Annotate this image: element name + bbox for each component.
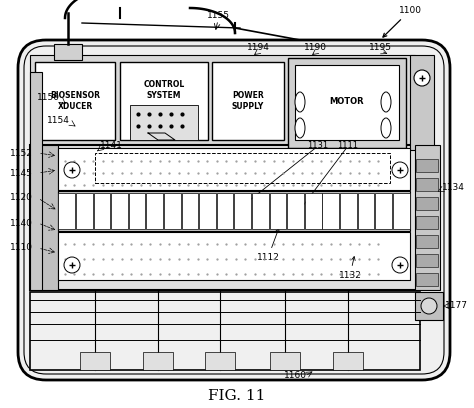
Text: 1195: 1195 bbox=[368, 43, 392, 52]
FancyBboxPatch shape bbox=[18, 40, 450, 380]
Bar bbox=[111, 193, 128, 229]
Bar bbox=[235, 193, 251, 229]
Bar bbox=[120, 62, 208, 140]
Bar bbox=[58, 191, 410, 231]
Text: 1134: 1134 bbox=[442, 183, 465, 192]
Bar bbox=[358, 193, 374, 229]
Bar bbox=[199, 193, 216, 229]
Bar bbox=[205, 352, 235, 370]
Text: 1110: 1110 bbox=[10, 244, 33, 253]
Text: 1132: 1132 bbox=[338, 257, 362, 280]
Text: FIG. 11: FIG. 11 bbox=[208, 389, 266, 403]
Ellipse shape bbox=[295, 92, 305, 112]
Bar bbox=[416, 197, 438, 210]
Bar bbox=[252, 193, 269, 229]
Bar bbox=[287, 193, 304, 229]
Bar bbox=[143, 352, 173, 370]
Bar bbox=[270, 193, 286, 229]
Bar bbox=[295, 65, 399, 140]
Bar bbox=[322, 193, 339, 229]
Bar bbox=[415, 145, 440, 290]
Circle shape bbox=[421, 298, 437, 314]
Text: 1190: 1190 bbox=[303, 43, 327, 52]
Bar bbox=[375, 193, 392, 229]
Bar bbox=[416, 216, 438, 229]
Bar bbox=[340, 193, 357, 229]
Bar bbox=[30, 72, 42, 290]
Bar bbox=[76, 193, 93, 229]
Bar bbox=[416, 178, 438, 191]
Ellipse shape bbox=[381, 92, 391, 112]
Text: 1155: 1155 bbox=[207, 11, 229, 20]
Bar bbox=[130, 105, 198, 140]
Text: 1194: 1194 bbox=[246, 43, 269, 52]
Text: 1154: 1154 bbox=[47, 116, 70, 125]
Bar bbox=[95, 153, 390, 183]
Bar bbox=[58, 148, 410, 190]
Circle shape bbox=[414, 70, 430, 86]
Bar bbox=[415, 292, 443, 320]
Text: 1152: 1152 bbox=[10, 149, 33, 157]
Bar bbox=[80, 352, 110, 370]
Bar bbox=[270, 352, 300, 370]
Bar bbox=[94, 193, 110, 229]
Text: 1120: 1120 bbox=[10, 193, 33, 202]
Text: 1112: 1112 bbox=[256, 228, 280, 262]
Ellipse shape bbox=[381, 118, 391, 138]
Bar bbox=[30, 145, 420, 290]
Bar bbox=[30, 55, 415, 150]
Bar bbox=[416, 254, 438, 267]
Bar bbox=[30, 145, 58, 290]
Text: CONTROL
SYSTEM: CONTROL SYSTEM bbox=[143, 80, 185, 100]
Bar bbox=[416, 159, 438, 172]
Text: 1141: 1141 bbox=[100, 141, 123, 150]
Ellipse shape bbox=[295, 118, 305, 138]
Bar bbox=[182, 193, 198, 229]
Bar bbox=[217, 193, 234, 229]
Circle shape bbox=[64, 257, 80, 273]
Text: 1140: 1140 bbox=[10, 219, 33, 228]
Bar bbox=[393, 193, 410, 229]
Text: 1145: 1145 bbox=[10, 169, 33, 177]
Bar bbox=[410, 55, 434, 150]
Bar bbox=[416, 235, 438, 248]
Text: 1150: 1150 bbox=[37, 93, 60, 102]
Bar bbox=[416, 273, 438, 286]
Text: 1177: 1177 bbox=[445, 301, 468, 310]
Bar bbox=[146, 193, 163, 229]
Bar bbox=[305, 193, 321, 229]
Bar bbox=[58, 193, 75, 229]
Text: 1131: 1131 bbox=[308, 141, 328, 150]
Bar bbox=[288, 58, 406, 148]
Text: MOTOR: MOTOR bbox=[330, 98, 365, 106]
Bar bbox=[129, 193, 146, 229]
Text: POWER
SUPPLY: POWER SUPPLY bbox=[232, 91, 264, 111]
Bar bbox=[35, 62, 115, 140]
Bar bbox=[164, 193, 181, 229]
Bar bbox=[54, 44, 82, 60]
Circle shape bbox=[392, 162, 408, 178]
Bar bbox=[30, 292, 420, 370]
Text: BIOSENSOR
XDUCER: BIOSENSOR XDUCER bbox=[50, 91, 100, 111]
Text: 1100: 1100 bbox=[383, 6, 421, 37]
Circle shape bbox=[64, 162, 80, 178]
Text: 1160: 1160 bbox=[283, 371, 307, 380]
Bar bbox=[212, 62, 284, 140]
Text: 1111: 1111 bbox=[337, 141, 358, 150]
Bar bbox=[333, 352, 363, 370]
Circle shape bbox=[392, 257, 408, 273]
Bar bbox=[58, 232, 410, 280]
